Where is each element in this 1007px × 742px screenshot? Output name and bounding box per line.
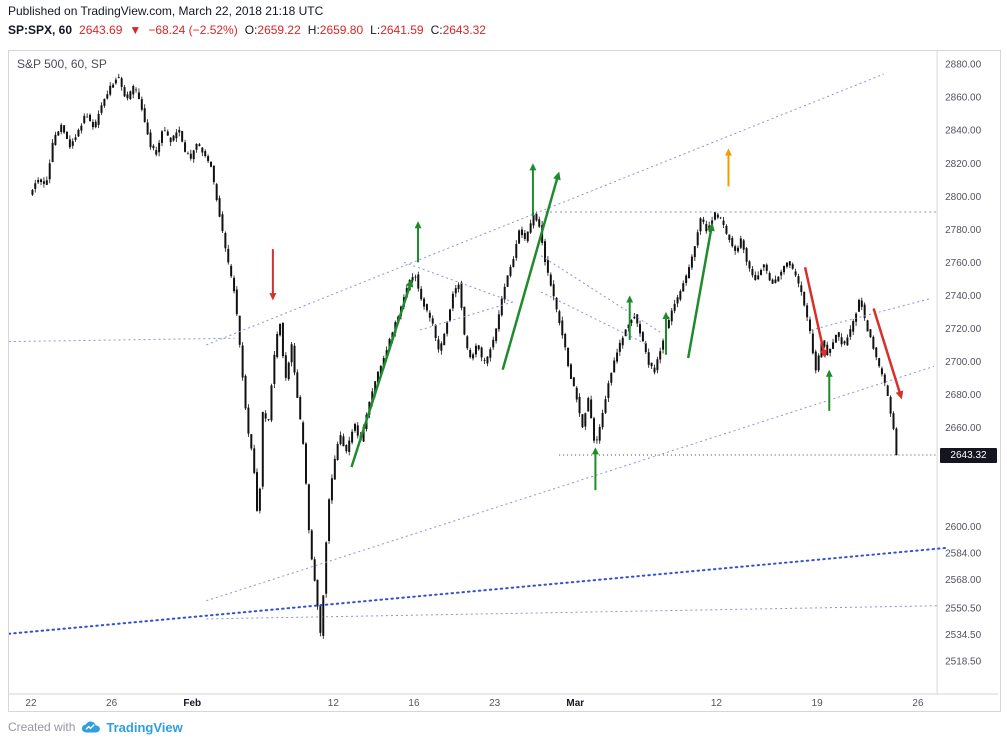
svg-text:2568.00: 2568.00 <box>945 575 982 586</box>
chart-area: 2880.00 2860.00 2840.00 2820.00 2800.00 2780.… <box>8 50 1001 712</box>
ohlc-close-value: 2643.32 <box>442 23 486 37</box>
svg-text:2660.00: 2660.00 <box>945 423 982 434</box>
down-triangle-icon: ▼ <box>129 23 142 37</box>
ohlc-high: H:2659.80 <box>308 23 363 37</box>
svg-text:12: 12 <box>328 698 340 709</box>
svg-text:2550.50: 2550.50 <box>945 604 982 615</box>
last-price-tag: 2643.32 <box>940 448 997 463</box>
chart-canvas: 2880.00 2860.00 2840.00 2820.00 2800.00 2780.… <box>9 51 998 709</box>
ohlc-high-label: H: <box>307 23 320 37</box>
svg-text:2680.00: 2680.00 <box>945 390 982 401</box>
ohlc-open-value: 2659.22 <box>257 23 301 37</box>
svg-text:2860.00: 2860.00 <box>945 93 982 104</box>
price-change: −68.24 (−2.52%) <box>148 23 238 37</box>
ohlc-close-label: C: <box>430 23 443 37</box>
svg-text:2740.00: 2740.00 <box>945 291 982 302</box>
svg-text:2820.00: 2820.00 <box>945 159 982 170</box>
svg-text:22: 22 <box>25 698 37 709</box>
svg-text:2800.00: 2800.00 <box>945 192 982 203</box>
svg-text:19: 19 <box>812 698 824 709</box>
svg-text:23: 23 <box>489 698 501 709</box>
svg-text:26: 26 <box>106 698 118 709</box>
svg-text:2760.00: 2760.00 <box>945 258 982 269</box>
svg-text:12: 12 <box>711 698 723 709</box>
created-with-label: Created with <box>8 720 76 734</box>
ohlc-open-label: O: <box>244 23 258 37</box>
svg-text:Mar: Mar <box>566 698 584 709</box>
svg-text:2534.50: 2534.50 <box>945 630 982 641</box>
svg-text:2880.00: 2880.00 <box>945 60 982 71</box>
ohlc-low-value: 2641.59 <box>380 23 424 37</box>
svg-text:16: 16 <box>408 698 420 709</box>
symbol-info-bar: SP:SPX, 60 2643.69 ▼ −68.24 (−2.52%) O:2… <box>8 23 486 37</box>
ohlc-open: O:2659.22 <box>245 23 301 37</box>
ohlc-high-value: 2659.80 <box>319 23 364 37</box>
tradingview-logo-icon <box>82 721 101 733</box>
svg-text:2700.00: 2700.00 <box>945 357 982 368</box>
svg-text:2584.00: 2584.00 <box>945 548 982 559</box>
last-price: 2643.69 <box>79 23 123 37</box>
chart-legend: S&P 500, 60, SP <box>17 57 107 71</box>
tradingview-link[interactable]: TradingView <box>81 719 183 735</box>
svg-text:2720.00: 2720.00 <box>945 324 982 335</box>
svg-text:Feb: Feb <box>183 698 201 709</box>
tradingview-brand-text: TradingView <box>106 719 183 735</box>
symbol-name: SP:SPX, 60 <box>8 23 73 37</box>
svg-text:26: 26 <box>912 698 924 709</box>
svg-text:2600.00: 2600.00 <box>945 522 982 533</box>
ohlc-low: L:2641.59 <box>370 23 423 37</box>
svg-text:2780.00: 2780.00 <box>945 225 982 236</box>
ohlc-close: C:2643.32 <box>431 23 486 37</box>
svg-text:2840.00: 2840.00 <box>945 126 982 137</box>
published-on-line: Published on TradingView.com, March 22, … <box>8 4 324 18</box>
ohlc-low-label: L: <box>370 23 381 37</box>
footer-bar: Created with TradingView <box>0 714 1007 740</box>
svg-text:2518.50: 2518.50 <box>945 657 982 668</box>
